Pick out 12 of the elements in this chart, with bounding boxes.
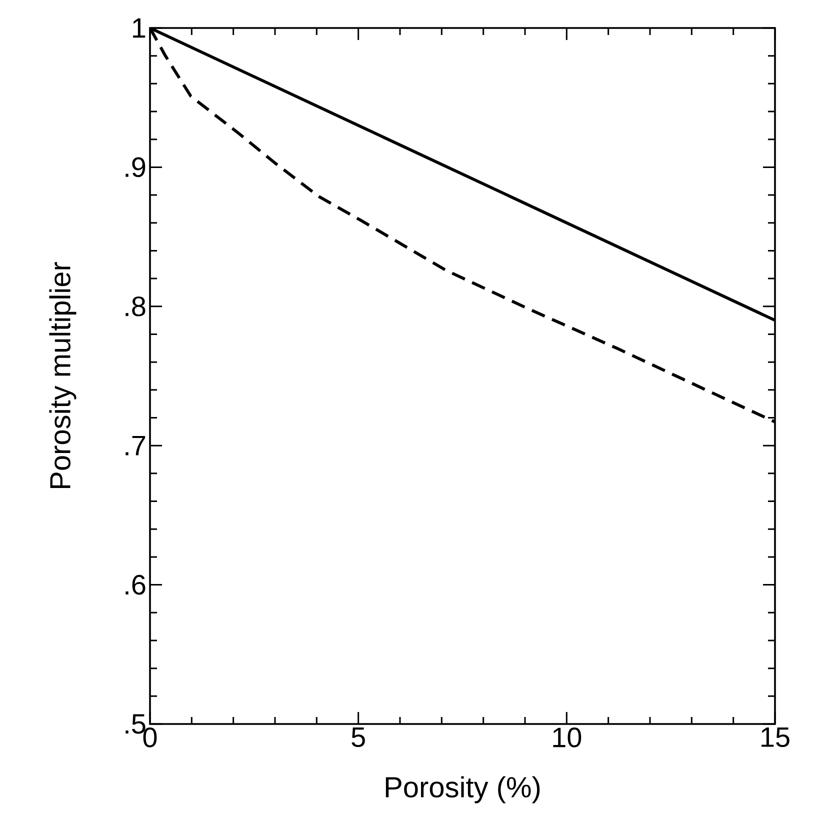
y-tick-label: .8	[126, 296, 146, 316]
y-tick-label: .6	[126, 574, 146, 595]
x-tick-label: 5	[352, 728, 365, 748]
y-axis-title: Porosity multiplier	[49, 262, 76, 488]
x-tick-label: 15	[762, 728, 790, 748]
x-tick-label: 0	[143, 728, 157, 748]
y-tick-label: .5	[126, 714, 146, 734]
y-tick-label: .7	[126, 436, 146, 456]
x-axis-title: Porosity (%)	[386, 776, 540, 804]
x-tick-label: 10	[553, 728, 582, 748]
y-tick-label: 1	[133, 18, 146, 38]
y-tick-label: .9	[126, 157, 146, 178]
